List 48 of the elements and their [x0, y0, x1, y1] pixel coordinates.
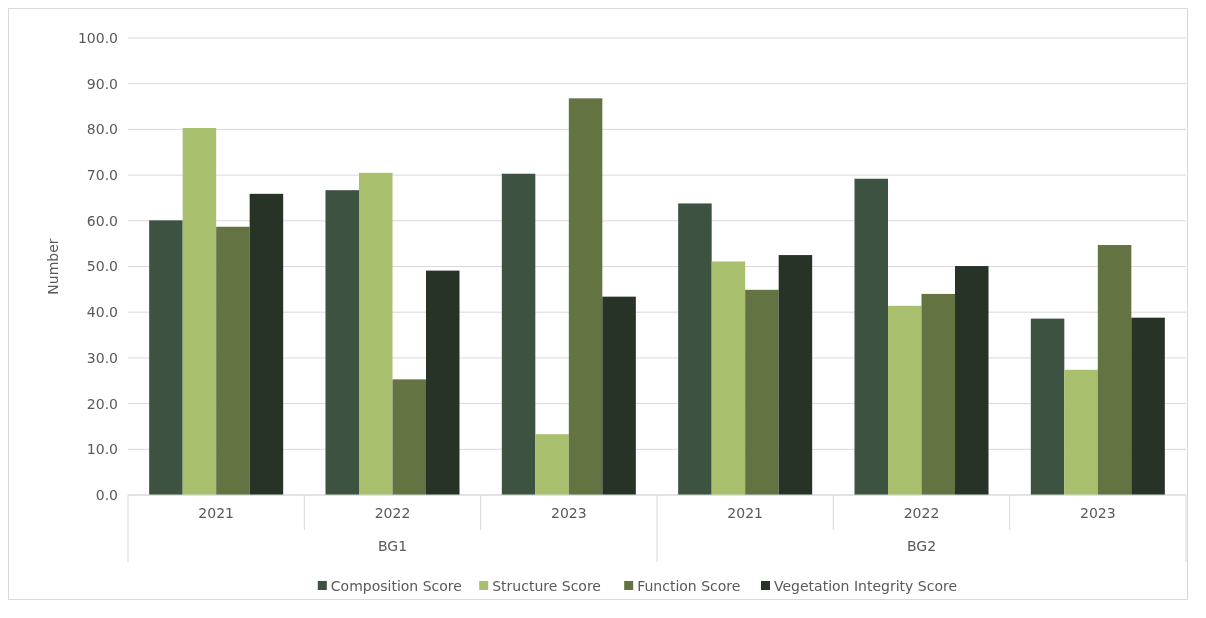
legend-label: Function Score [637, 577, 741, 594]
x-tick-label: 2022 [903, 505, 940, 521]
x-tick-label: 2021 [198, 505, 234, 521]
bar [249, 193, 284, 495]
y-tick-label: 60.0 [86, 212, 118, 229]
bar [359, 172, 393, 495]
bar [921, 293, 955, 495]
y-tick-label: 30.0 [86, 349, 118, 366]
bar [602, 296, 636, 495]
bar [325, 190, 359, 495]
bar [149, 220, 183, 495]
legend-label: Composition Score [330, 577, 462, 594]
x-tick-label: 2023 [1080, 505, 1116, 521]
bar [392, 379, 426, 495]
bar [678, 203, 712, 495]
bar [955, 266, 989, 495]
bar [1097, 245, 1132, 495]
bar [216, 226, 250, 495]
text: BG1 [377, 538, 408, 554]
bar [854, 178, 888, 495]
y-tick-label: 10.0 [86, 441, 118, 458]
y-tick-label: 0.0 [95, 486, 118, 503]
bar [1131, 317, 1165, 495]
bar [1064, 369, 1098, 495]
bar [1030, 318, 1065, 495]
y-tick-label: 20.0 [86, 395, 118, 412]
y-tick-label: 90.0 [86, 75, 118, 92]
bar [568, 98, 603, 495]
y-tick-label: 100.0 [77, 29, 118, 46]
bar [711, 261, 746, 495]
bar [745, 289, 779, 495]
bar [778, 255, 813, 495]
bar [426, 270, 460, 495]
x-tick-label: 2021 [727, 505, 763, 521]
bar [182, 128, 217, 495]
bar [501, 173, 536, 495]
bar [535, 434, 569, 495]
y-tick-label: 70.0 [86, 167, 118, 183]
bar [888, 305, 922, 495]
text: BG2 [906, 538, 937, 554]
x-tick-label: 2023 [551, 505, 587, 521]
legend-label: Vegetation Integrity Score [774, 577, 958, 594]
y-tick-label: 80.0 [86, 121, 118, 138]
legend-label: Structure Score [492, 577, 601, 594]
y-axis-title: Number [45, 238, 61, 295]
y-tick-label: 40.0 [86, 304, 118, 321]
y-tick-label: 50.0 [86, 258, 118, 275]
x-tick-label: 2022 [374, 505, 411, 521]
